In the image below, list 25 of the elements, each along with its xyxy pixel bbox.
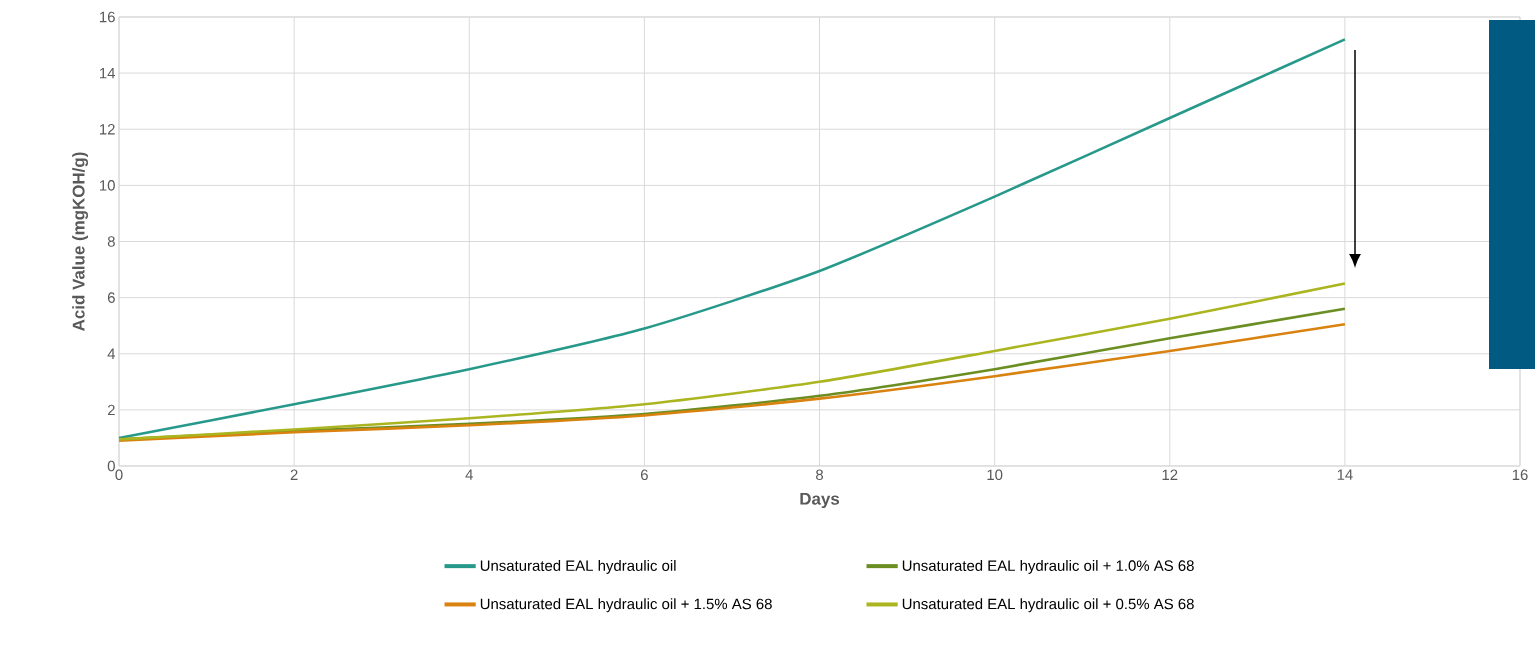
x-tick-label: 4 — [465, 469, 473, 480]
y-tick-label: 0 — [107, 460, 115, 472]
x-axis-title: Days — [800, 492, 840, 509]
y-tick-label: 10 — [100, 180, 115, 191]
y-tick-label: 8 — [107, 236, 115, 247]
y-tick-label: 6 — [107, 292, 115, 303]
legend-label: Unsaturated EAL hydraulic oil + 1.5% AS 68 — [480, 598, 772, 613]
y-axis-title: Acid Value (mgKOH/g) — [72, 152, 89, 331]
x-tick-label: 14 — [1337, 469, 1353, 480]
x-tick-label: 10 — [987, 469, 1003, 481]
legend-label: Unsaturated EAL hydraulic oil + 1.0% AS 68 — [902, 559, 1194, 574]
y-tick-label: 14 — [100, 67, 116, 79]
x-tick-label: 8 — [816, 469, 824, 481]
x-tick-label: 16 — [1512, 469, 1528, 481]
x-tick-label: 12 — [1162, 469, 1178, 480]
line-series — [117, 38, 1347, 440]
x-tick-label: 6 — [641, 469, 648, 481]
legend-label: Unsaturated EAL hydraulic oil — [480, 559, 676, 574]
y-tick-label: 16 — [100, 11, 115, 23]
y-tick-label: 4 — [107, 348, 116, 359]
line-series — [117, 282, 1347, 441]
y-tick-label: 2 — [107, 404, 115, 416]
x-tick-label: 2 — [290, 469, 298, 480]
y-tick-label: 12 — [100, 124, 115, 135]
legend-label: Unsaturated EAL hydraulic oil + 0.5% AS 68 — [902, 598, 1194, 613]
